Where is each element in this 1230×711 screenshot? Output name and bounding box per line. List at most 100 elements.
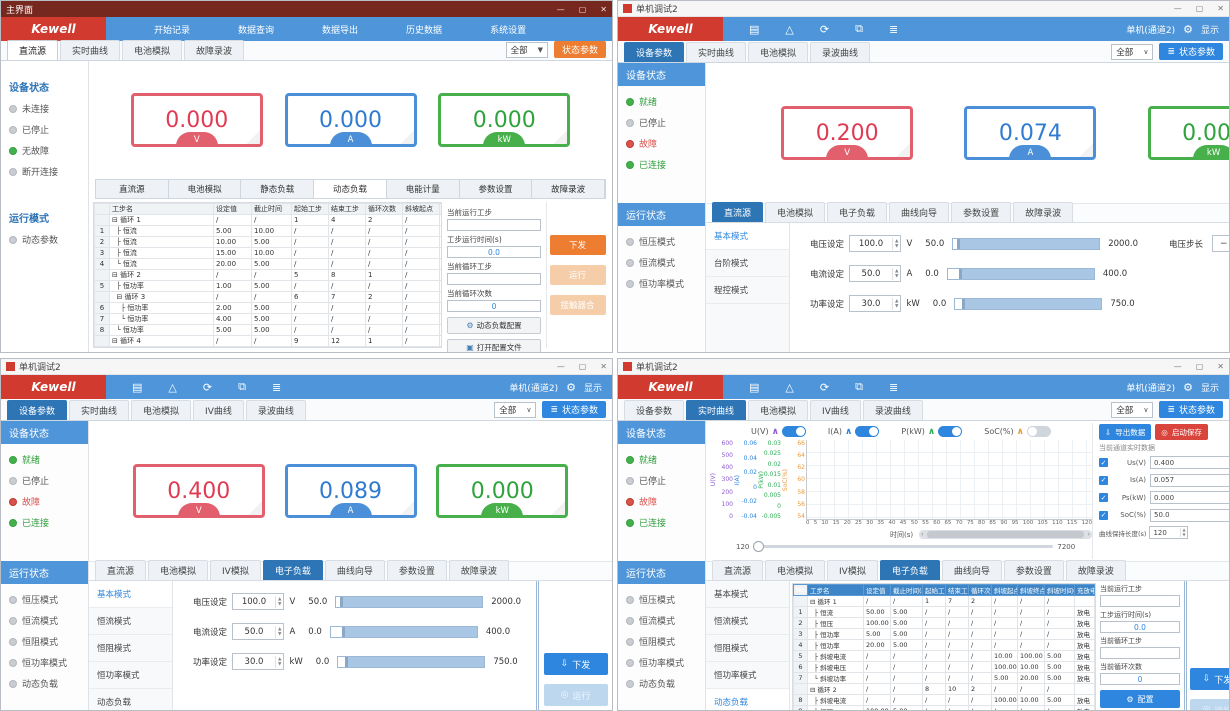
subtab-dynamic-load[interactable]: 动态负载: [314, 180, 387, 198]
tab-device-params[interactable]: 设备参数: [7, 400, 68, 420]
ltab-fault-record[interactable]: 故障录波: [1065, 560, 1126, 580]
current-step-input[interactable]: [447, 219, 541, 231]
send-button[interactable]: ⇩下发: [1189, 668, 1229, 690]
keep-length-input[interactable]: 120 ▲ ▼: [1149, 526, 1188, 539]
settings-gear-icon[interactable]: ⚙: [566, 380, 576, 394]
menu-basic-mode[interactable]: 基本模式: [706, 581, 789, 608]
voltage-step-control[interactable]: −0.1+: [1212, 235, 1229, 252]
tab-battery-sim[interactable]: 电池模拟: [748, 400, 809, 420]
legend-u-toggle[interactable]: U(V) ∧: [751, 426, 806, 437]
ltab-dc-source[interactable]: 直流源: [95, 560, 147, 580]
current-loop-input[interactable]: [447, 273, 541, 285]
table-row[interactable]: 2 ├ 恒压 100.00 5.00// / / / / 放电: [793, 617, 1095, 629]
tab-battery-sim[interactable]: 电池模拟: [122, 40, 183, 60]
refresh-icon[interactable]: ⟳: [819, 22, 830, 36]
export-data-button[interactable]: ⇩ 导出数据: [1099, 424, 1152, 440]
spinner-arrows-icon[interactable]: ▲ ▼: [275, 655, 283, 668]
voltage-setpoint-input[interactable]: 100.0 ▲ ▼: [849, 235, 902, 252]
record-icon[interactable]: ▤: [749, 380, 760, 394]
maximize-button[interactable]: ▢: [1195, 4, 1204, 13]
dynamic-load-config-button[interactable]: ⚙ 动态负载配置: [447, 317, 541, 334]
maximize-button[interactable]: ▢: [578, 362, 587, 371]
status-params-button[interactable]: ≣ 状态参数: [1159, 43, 1223, 60]
status-params-button[interactable]: ≣ 状态参数: [542, 401, 606, 418]
titlebar[interactable]: 单机调试2 — ▢ ✕: [618, 1, 1229, 17]
maximize-button[interactable]: ▢: [578, 4, 587, 14]
tab-device-params[interactable]: 设备参数: [624, 42, 685, 62]
settings-gear-icon[interactable]: ⚙: [1183, 380, 1193, 394]
record-icon[interactable]: ▤: [749, 22, 760, 36]
legend-soc-toggle[interactable]: SoC(%) ∧: [984, 426, 1051, 437]
power-slider[interactable]: [954, 297, 1103, 310]
spinner-arrows-icon[interactable]: ▲ ▼: [275, 595, 283, 608]
contactor-close-button[interactable]: 接触器合: [549, 295, 606, 315]
start-save-button[interactable]: ◎ 启动保存: [1155, 424, 1208, 440]
table-row[interactable]: ⊟ 循环 2//8 10 2// /: [793, 683, 1095, 695]
filter-select[interactable]: 全部 ▼: [505, 41, 548, 58]
spinner-arrows-icon[interactable]: ▲ ▼: [1180, 527, 1186, 537]
ltab-fault-record[interactable]: 故障录波: [448, 560, 509, 580]
ltab-battery-sim[interactable]: 电池模拟: [148, 560, 209, 580]
loop-count-input[interactable]: 0: [447, 300, 541, 312]
toggle-switch[interactable]: [855, 426, 880, 437]
menu-cc-mode[interactable]: 恒流模式: [706, 608, 789, 635]
steps-table-wrap[interactable]: 工步名设定值截止时间起始工步结束工步循环次数斜坡起点斜坡终点斜坡时间充放电⊟ 循…: [93, 202, 442, 348]
ltab-param-settings[interactable]: 参数设置: [1003, 560, 1064, 580]
power-slider[interactable]: [337, 655, 486, 668]
minimize-button[interactable]: —: [1173, 4, 1182, 13]
send-button[interactable]: 下发: [549, 235, 606, 255]
record-icon[interactable]: ▤: [132, 380, 143, 394]
spinner-arrows-icon[interactable]: ▲ ▼: [892, 267, 900, 280]
power-setpoint-input[interactable]: 30.0 ▲ ▼: [849, 295, 902, 312]
us-value-field[interactable]: 0.400: [1150, 456, 1229, 469]
status-params-button[interactable]: 状态参数: [553, 41, 606, 58]
close-button[interactable]: ✕: [600, 4, 607, 14]
list-icon[interactable]: ≣: [888, 380, 899, 394]
menu-data-export[interactable]: 数据导出: [322, 25, 359, 36]
settings-gear-icon[interactable]: ⚙: [1183, 22, 1193, 36]
refresh-icon[interactable]: ⟳: [202, 380, 213, 394]
tab-iv-curve[interactable]: IV曲线: [810, 400, 861, 420]
filter-select[interactable]: 全部 ∨: [494, 401, 537, 418]
filter-select[interactable]: 全部 ∨: [1111, 401, 1154, 418]
tab-fault-record[interactable]: 故障录波: [184, 40, 245, 60]
ltab-iv-sim[interactable]: IV模拟: [827, 560, 878, 580]
tab-device-params[interactable]: 设备参数: [624, 400, 685, 420]
export-icon[interactable]: ⧉: [855, 380, 863, 393]
tab-wave-record[interactable]: 录波曲线: [862, 400, 923, 420]
soc-value-field[interactable]: 50.0: [1150, 508, 1229, 522]
table-row[interactable]: 4 ├ 恒功率 20.00 5.00// / / / / 放电: [793, 639, 1095, 651]
display-button[interactable]: 显示: [583, 383, 602, 394]
ltab-e-load[interactable]: 电子负载: [262, 560, 323, 580]
menu-cc-mode[interactable]: 恒流模式: [89, 608, 172, 635]
titlebar[interactable]: 主界面 — ▢ ✕: [1, 1, 612, 17]
legend-p-toggle[interactable]: P(kW) ∧: [901, 426, 963, 437]
run-button[interactable]: ◎运行: [1189, 699, 1229, 710]
ltab-dc-source[interactable]: 直流源: [712, 202, 764, 222]
tab-iv-curve[interactable]: IV曲线: [193, 400, 244, 420]
display-button[interactable]: 显示: [1200, 25, 1219, 36]
table-row[interactable]: 6 ├ 斜坡电压 / / / //100.00 10.00 5.00 放电: [793, 661, 1095, 673]
power-setpoint-input[interactable]: 30.0 ▲ ▼: [232, 653, 285, 670]
menu-cp-mode[interactable]: 恒功率模式: [706, 662, 789, 689]
menu-basic-mode[interactable]: 基本模式: [706, 223, 789, 250]
menu-history-data[interactable]: 历史数据: [406, 25, 443, 36]
list-icon[interactable]: ≣: [888, 22, 899, 36]
table-row[interactable]: ⊟ 循环 1//142///: [94, 214, 441, 226]
minus-icon[interactable]: −: [1220, 238, 1228, 249]
close-button[interactable]: ✕: [1217, 4, 1224, 13]
tab-wave-record[interactable]: 录波曲线: [245, 400, 306, 420]
step-runtime-input[interactable]: 0.0: [447, 246, 541, 258]
menu-cr-mode[interactable]: 恒阻模式: [706, 635, 789, 662]
table-row[interactable]: ⊟ 循环 2//581///: [94, 269, 441, 281]
ltab-curve-wizard[interactable]: 曲线向导: [941, 560, 1002, 580]
ltab-param-settings[interactable]: 参数设置: [951, 202, 1012, 222]
plot-area[interactable]: [806, 440, 1092, 520]
titlebar[interactable]: 单机调试2 — ▢ ✕: [1, 359, 612, 375]
ltab-e-load[interactable]: 电子负载: [827, 202, 888, 222]
maximize-button[interactable]: ▢: [1195, 362, 1204, 371]
voltage-setpoint-input[interactable]: 100.0 ▲ ▼: [232, 593, 285, 610]
